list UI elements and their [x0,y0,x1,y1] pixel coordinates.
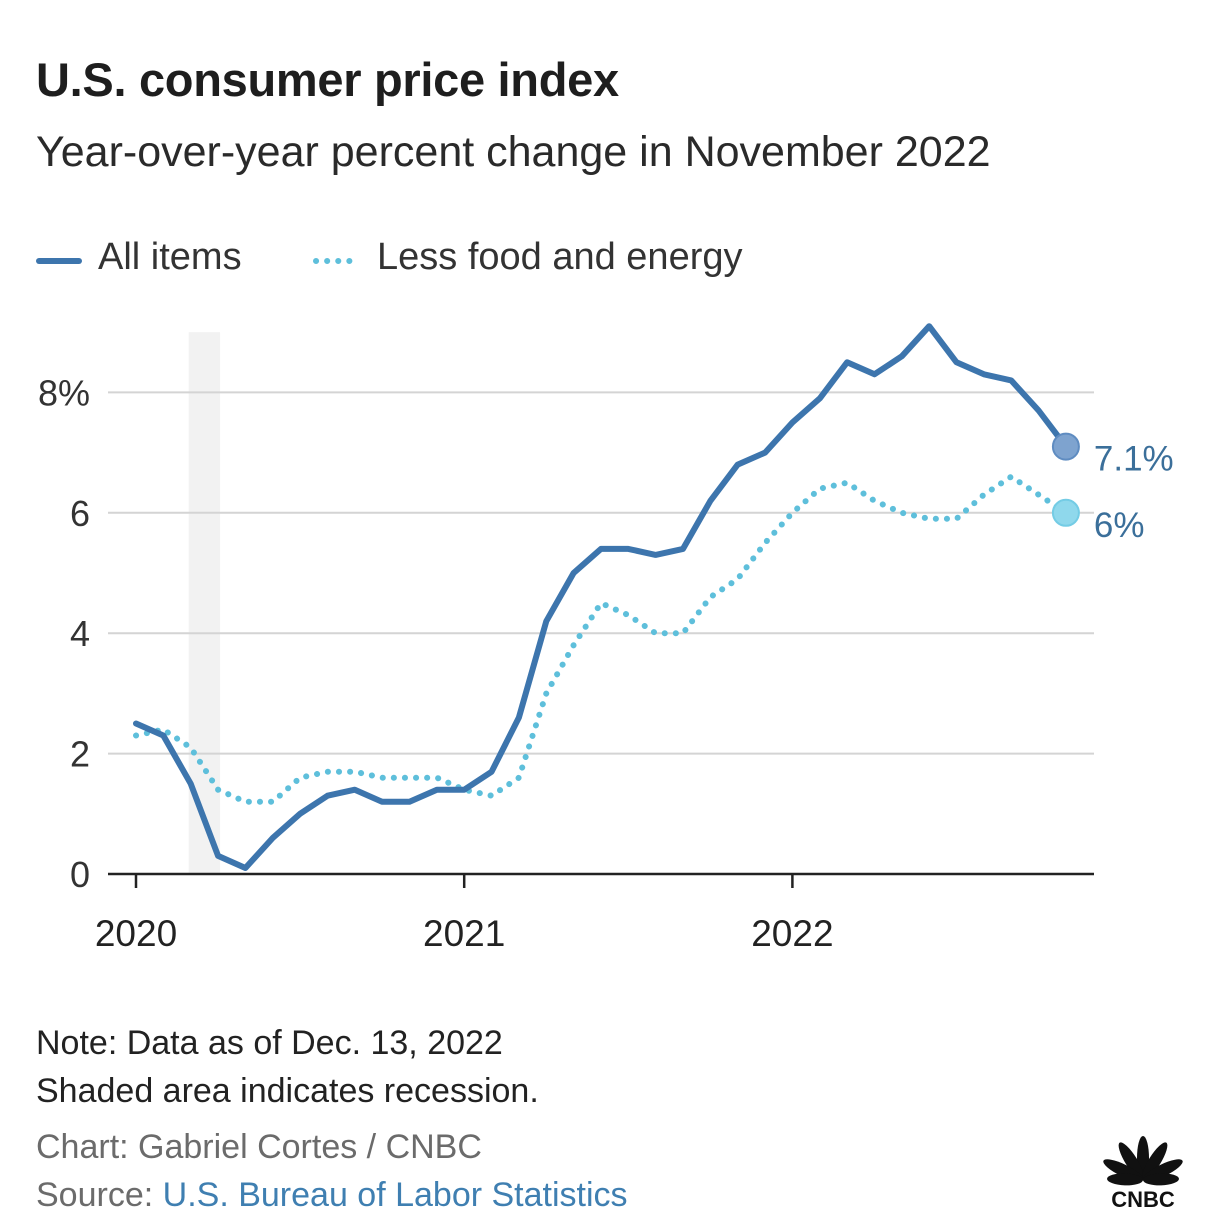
chart-title: U.S. consumer price index [36,53,619,106]
cnbc-logo: CNBC [1088,1128,1198,1212]
line-chart: 0 2 4 6 8% 2020 2021 2022 7.1% 6% [38,323,1174,954]
x-tick-label: 2021 [423,913,505,954]
y-tick-label: 0 [70,854,90,895]
peacock-icon: CNBC [1103,1136,1183,1212]
legend-swatch-dotted [313,258,359,264]
legend-swatch-solid [36,258,82,264]
legend-label: Less food and energy [377,236,743,278]
x-tick-label: 2022 [751,913,833,954]
end-label-less-food-and-energy: 6% [1094,506,1145,545]
end-marker-all-items [1051,432,1080,461]
legend-label: All items [98,236,242,278]
chart-credit: Chart: Gabriel Cortes / CNBC [36,1128,482,1166]
end-marker-less-food-and-energy [1051,498,1080,527]
source-line: Source: U.S. Bureau of Labor Statistics [36,1176,628,1215]
y-tick-label: 6 [70,493,90,534]
source-label: Source: [36,1176,154,1214]
y-tick-label: 4 [70,613,90,654]
footnote-recession: Shaded area indicates recession. [36,1072,539,1110]
source-link[interactable]: U.S. Bureau of Labor Statistics [162,1176,628,1214]
logo-text: CNBC [1111,1187,1175,1210]
y-tick-label: 8% [38,372,90,413]
y-tick-label: 2 [70,734,90,775]
chart-subtitle: Year-over-year percent change in Novembe… [36,128,991,176]
footnote-data-date: Note: Data as of Dec. 13, 2022 [36,1024,503,1062]
end-label-all-items: 7.1% [1094,440,1174,479]
x-tick-label: 2020 [95,913,177,954]
recession-shading [188,332,221,874]
series-line-all-items [133,323,1069,871]
